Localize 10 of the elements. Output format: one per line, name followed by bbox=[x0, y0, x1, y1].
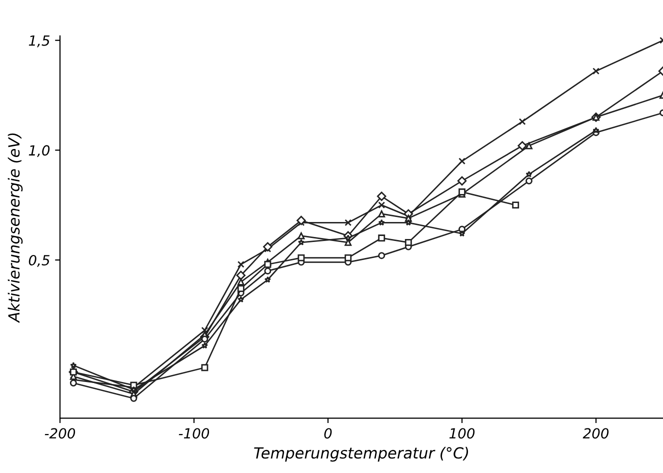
x-tick-label: 200 bbox=[582, 428, 609, 439]
x-axis-title: Temperungstemperatur (°C) bbox=[254, 446, 468, 462]
x-tick-label: 100 bbox=[449, 428, 475, 439]
y-tick-label: 1,0 bbox=[28, 145, 50, 158]
x-tick-label: 0 bbox=[324, 428, 332, 439]
x-tick-label: -200 bbox=[44, 428, 76, 439]
y-tick-label: 0,5 bbox=[28, 254, 50, 267]
y-axis-title: Aktivierungsenergie (eV) bbox=[8, 133, 23, 323]
y-tick-label: 1,5 bbox=[28, 35, 50, 48]
x-tick-label: -100 bbox=[178, 428, 210, 439]
